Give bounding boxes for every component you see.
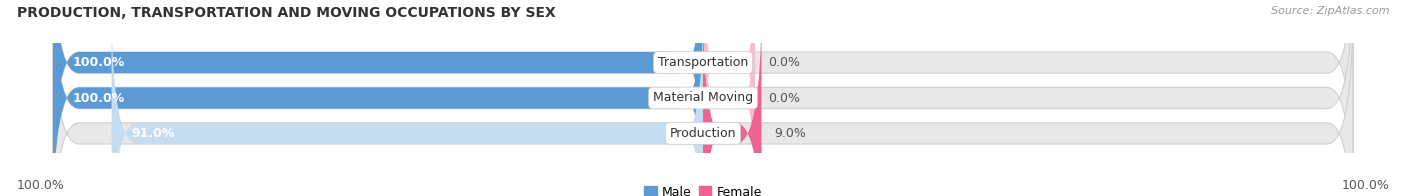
Text: 0.0%: 0.0% [768,56,800,69]
Text: 100.0%: 100.0% [73,56,125,69]
FancyBboxPatch shape [703,0,755,158]
Text: 0.0%: 0.0% [768,92,800,104]
Text: 100.0%: 100.0% [73,92,125,104]
FancyBboxPatch shape [53,0,703,194]
Text: Source: ZipAtlas.com: Source: ZipAtlas.com [1271,6,1389,16]
FancyBboxPatch shape [53,0,1353,196]
FancyBboxPatch shape [53,2,1353,196]
FancyBboxPatch shape [111,2,703,196]
FancyBboxPatch shape [53,0,1353,194]
Text: Material Moving: Material Moving [652,92,754,104]
Text: Production: Production [669,127,737,140]
Text: 100.0%: 100.0% [1341,179,1389,192]
FancyBboxPatch shape [703,2,762,196]
Text: PRODUCTION, TRANSPORTATION AND MOVING OCCUPATIONS BY SEX: PRODUCTION, TRANSPORTATION AND MOVING OC… [17,6,555,20]
Legend: Male, Female: Male, Female [640,181,766,196]
Text: 100.0%: 100.0% [17,179,65,192]
Text: 9.0%: 9.0% [775,127,807,140]
Text: Transportation: Transportation [658,56,748,69]
FancyBboxPatch shape [703,2,755,194]
FancyBboxPatch shape [53,0,703,196]
Text: 91.0%: 91.0% [131,127,174,140]
